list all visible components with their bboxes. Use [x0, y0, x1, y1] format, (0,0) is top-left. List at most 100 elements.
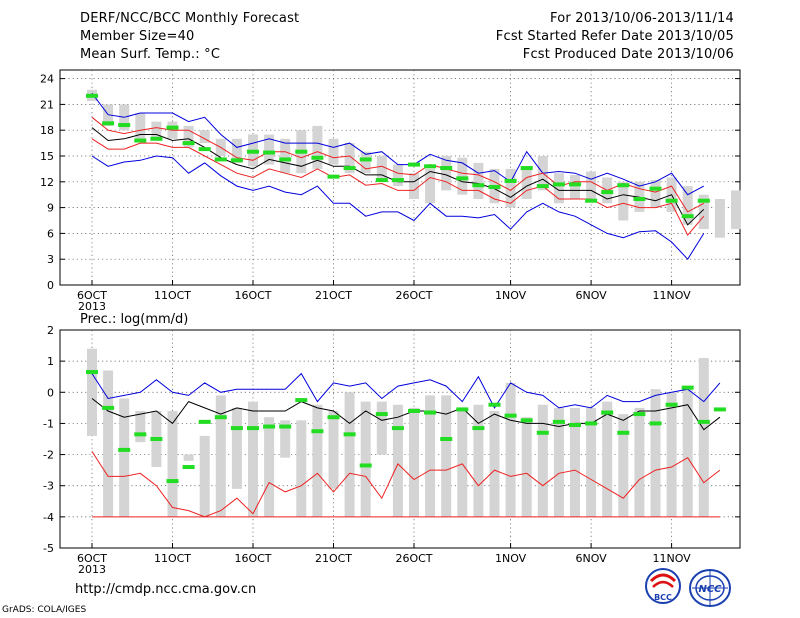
- temp-marker: [375, 178, 388, 183]
- prec-bar: [457, 407, 468, 517]
- temp-bar: [392, 164, 403, 187]
- ncc-logo-text: NCC: [698, 584, 722, 595]
- temp-bar: [618, 181, 629, 221]
- prec-bar: [280, 420, 291, 458]
- prec-marker: [552, 419, 565, 424]
- temp-marker: [697, 198, 710, 203]
- temp-bar: [714, 199, 725, 238]
- prec-xtick-label: 16OCT: [234, 552, 271, 565]
- prec-bar: [586, 407, 597, 517]
- fcst-started-date: Fcst Started Refer Date 2013/10/05: [495, 29, 734, 44]
- prec-marker: [102, 405, 115, 410]
- prec-ytick-label: 2: [47, 324, 54, 337]
- prec-bar: [135, 410, 146, 443]
- prec-marker: [633, 412, 646, 417]
- temp-marker: [633, 197, 646, 201]
- prec-marker: [617, 430, 630, 435]
- temp-marker: [424, 164, 437, 169]
- temp-marker: [230, 158, 243, 163]
- temp-marker: [585, 198, 598, 203]
- prec-marker: [118, 447, 131, 452]
- bcc-logo-text: BCC: [654, 593, 672, 602]
- temp-xtick-label: 6OCT: [77, 289, 107, 302]
- temp-bar: [344, 143, 355, 174]
- prec-bar: [360, 401, 371, 517]
- prec-bar: [473, 404, 484, 517]
- temp-marker: [681, 214, 694, 219]
- temp-xtick-label: 11OCT: [154, 289, 191, 302]
- temp-marker: [150, 136, 163, 141]
- prec-marker: [134, 432, 147, 437]
- temp-xtick-label: 11NOV: [652, 289, 691, 302]
- prec-bar: [328, 410, 339, 489]
- prec-marker: [391, 426, 404, 431]
- temp-bar: [409, 173, 419, 199]
- temp-bar: [682, 186, 693, 225]
- prec-lower-line: [91, 451, 721, 518]
- prec-ytick-label: -4: [43, 511, 54, 524]
- temp-bar: [570, 174, 580, 199]
- prec-marker: [569, 422, 581, 427]
- prec-xtick-sublabel: 2013: [78, 563, 106, 576]
- prec-bar: [682, 386, 693, 517]
- temp-marker: [649, 186, 662, 191]
- temp-marker: [408, 162, 420, 167]
- prec-bar: [634, 407, 645, 517]
- temp-marker: [456, 176, 469, 181]
- prec-bar: [537, 404, 548, 517]
- prec-marker: [585, 421, 598, 426]
- temp-ytick-label: 3: [47, 253, 54, 266]
- temp-xtick-label: 16OCT: [234, 289, 271, 302]
- temp-xtick-label: 26OCT: [395, 289, 432, 302]
- prec-marker: [247, 426, 259, 431]
- temp-marker: [520, 166, 533, 171]
- prec-marker: [713, 407, 726, 412]
- chart-title: DERF/NCC/BCC Monthly Forecast: [80, 11, 300, 26]
- prec-marker: [504, 413, 517, 418]
- prec-bar: [505, 382, 516, 517]
- grads-credit: GrADS: COLA/IGES: [2, 605, 87, 615]
- prec-bar: [199, 435, 210, 517]
- temp-marker: [182, 141, 195, 146]
- prec-xtick-label: 11NOV: [652, 552, 691, 565]
- prec-marker: [424, 410, 437, 415]
- temp-bar: [441, 156, 452, 191]
- bcc-logo: BCC: [645, 568, 681, 604]
- temp-ytick-label: 12: [40, 176, 54, 189]
- prec-bar: [618, 414, 629, 517]
- temp-band-lower-line: [91, 138, 705, 236]
- variable-label: Mean Surf. Temp.: °C: [80, 47, 221, 62]
- temp-marker: [311, 155, 324, 160]
- ncc-logo: NCC: [689, 569, 731, 607]
- prec-bar: [312, 404, 323, 517]
- temp-bar: [280, 138, 291, 174]
- temp-bar: [586, 171, 597, 199]
- prec-upper-line: [91, 372, 721, 409]
- temp-upper-line: [91, 92, 705, 196]
- prec-marker: [359, 463, 372, 468]
- temp-marker: [327, 174, 340, 179]
- prec-marker: [697, 419, 710, 424]
- prec-bar: [650, 389, 661, 517]
- temp-bar: [650, 180, 661, 208]
- temp-bar: [521, 166, 532, 199]
- temp-marker: [536, 184, 549, 189]
- prec-marker: [150, 437, 163, 441]
- prec-xtick-label: 6NOV: [575, 552, 607, 565]
- prec-bar: [409, 407, 419, 517]
- temp-ytick-label: 24: [40, 73, 54, 86]
- prec-marker: [375, 412, 388, 417]
- temp-marker: [166, 125, 179, 130]
- prec-marker: [295, 398, 308, 403]
- temp-ytick-label: 18: [40, 124, 54, 137]
- temp-marker: [391, 178, 404, 183]
- prec-bar: [376, 401, 387, 455]
- prec-xtick-label: 1NOV: [495, 552, 527, 565]
- temp-marker: [488, 184, 501, 189]
- prec-bar: [441, 395, 452, 517]
- temp-bar: [505, 168, 516, 208]
- prec-bar: [87, 348, 97, 436]
- prec-marker: [343, 432, 356, 437]
- prec-ytick-label: 0: [47, 386, 54, 399]
